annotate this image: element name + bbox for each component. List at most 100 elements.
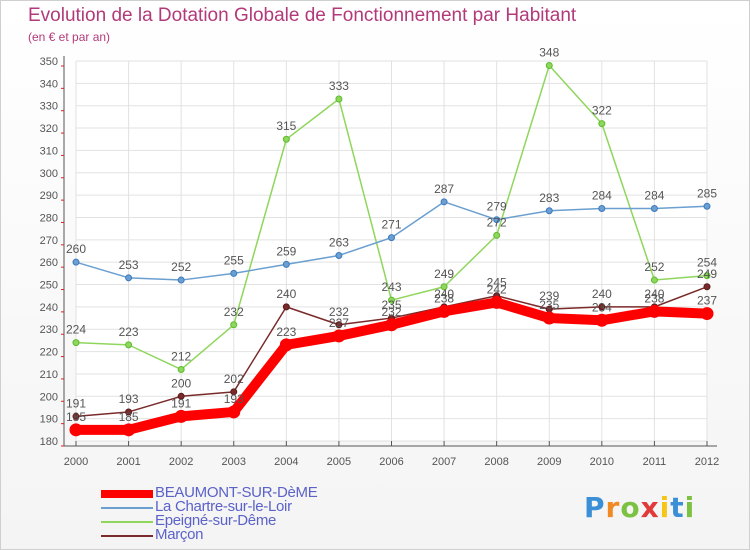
legend-label-2: Epeigné-sur-Dême [155, 512, 277, 529]
y-tick-label: 200 [40, 391, 58, 403]
data-label-1: 263 [329, 235, 349, 249]
data-point-0 [437, 304, 451, 318]
data-point-1 [440, 198, 448, 206]
data-point-2 [703, 272, 711, 280]
data-label-1: 271 [381, 218, 401, 232]
data-label-1: 259 [276, 244, 296, 258]
x-tick-label: 2000 [64, 456, 88, 468]
y-tick-label: 210 [40, 369, 58, 381]
data-label-0: 227 [329, 316, 349, 330]
data-point-2 [493, 231, 501, 239]
x-tick-label: 2003 [222, 456, 246, 468]
logo-letter: x [640, 491, 660, 524]
data-point-1 [598, 205, 606, 213]
x-tick-label: 2012 [695, 456, 719, 468]
y-tick-label: 330 [40, 101, 58, 113]
data-label-2: 252 [644, 260, 664, 274]
y-tick-label: 310 [40, 145, 58, 157]
data-label-0: 237 [697, 294, 717, 308]
data-point-3 [125, 408, 133, 416]
data-point-1 [335, 251, 343, 259]
data-label-2: 254 [697, 256, 717, 270]
data-label-3: 239 [539, 289, 559, 303]
legend-swatch-3 [101, 535, 153, 537]
data-point-0 [595, 313, 609, 327]
data-label-3: 245 [487, 276, 507, 290]
data-point-0 [227, 405, 241, 419]
data-point-1 [125, 274, 133, 282]
data-point-2 [388, 296, 395, 304]
chart-title: Evolution de la Dotation Globale de Fonc… [28, 5, 577, 26]
data-point-2 [335, 95, 343, 103]
data-label-2: 212 [171, 349, 191, 363]
data-point-3 [598, 303, 606, 311]
data-label-1: 284 [592, 189, 612, 203]
logo-letter: o [620, 491, 641, 524]
data-point-0 [332, 329, 346, 343]
y-tick-label: 190 [40, 414, 58, 426]
data-label-0: 238 [644, 291, 664, 305]
data-label-3: 193 [119, 392, 139, 406]
data-label-0: 193 [224, 392, 244, 406]
data-label-2: 224 [66, 323, 86, 337]
data-label-1: 285 [697, 186, 717, 200]
logo-letter: i [684, 491, 696, 524]
data-point-0 [122, 423, 136, 437]
data-label-0: 232 [381, 305, 401, 319]
data-point-1 [282, 260, 290, 268]
data-label-1: 253 [119, 258, 139, 272]
data-label-3: 191 [66, 396, 86, 410]
data-label-3: 240 [276, 287, 296, 301]
data-point-2 [72, 339, 80, 347]
data-label-1: 252 [171, 260, 191, 274]
data-label-2: 223 [119, 325, 139, 339]
data-point-0 [700, 307, 714, 321]
legend-label-3: Marçon [155, 526, 204, 543]
data-point-0 [490, 295, 504, 309]
data-point-0 [174, 409, 188, 423]
data-label-2: 249 [434, 267, 454, 281]
y-tick-label: 220 [40, 347, 58, 359]
data-point-1 [72, 258, 80, 266]
y-tick-label: 290 [40, 190, 58, 202]
data-label-3: 232 [329, 305, 349, 319]
data-label-2: 243 [381, 280, 401, 294]
data-point-0 [279, 338, 293, 352]
data-label-0: 185 [119, 410, 139, 424]
data-label-0: 223 [276, 325, 296, 339]
y-tick-label: 270 [40, 235, 58, 247]
data-point-3 [282, 303, 290, 311]
data-label-1: 284 [644, 189, 664, 203]
x-tick-label: 2008 [484, 456, 508, 468]
data-point-1 [177, 276, 185, 284]
data-point-1 [388, 234, 395, 242]
data-label-0: 242 [487, 282, 507, 296]
x-tick-label: 2002 [169, 456, 193, 468]
x-tick-label: 2004 [274, 456, 298, 468]
data-label-3: 200 [171, 376, 191, 390]
data-label-1: 279 [487, 200, 507, 214]
data-label-3: 249 [697, 267, 717, 281]
data-point-3 [177, 392, 185, 400]
data-point-2 [598, 120, 606, 128]
data-label-0: 191 [171, 396, 191, 410]
data-label-0: 235 [539, 298, 559, 312]
data-label-2: 322 [592, 104, 612, 118]
legend-label-0: BEAUMONT-SUR-DèME [155, 484, 318, 501]
data-label-1: 255 [224, 253, 244, 267]
data-label-1: 287 [434, 182, 454, 196]
data-label-3: 240 [592, 287, 612, 301]
data-point-3 [72, 412, 80, 420]
x-tick-label: 2001 [116, 456, 140, 468]
data-point-1 [545, 207, 553, 215]
y-tick-label: 320 [40, 123, 58, 135]
data-label-2: 272 [487, 215, 507, 229]
data-point-3 [703, 283, 711, 291]
x-tick-label: 2010 [590, 456, 614, 468]
data-point-2 [282, 135, 290, 143]
data-label-2: 333 [329, 79, 349, 93]
data-label-2: 315 [276, 119, 296, 133]
logo-letter: i [659, 491, 671, 524]
